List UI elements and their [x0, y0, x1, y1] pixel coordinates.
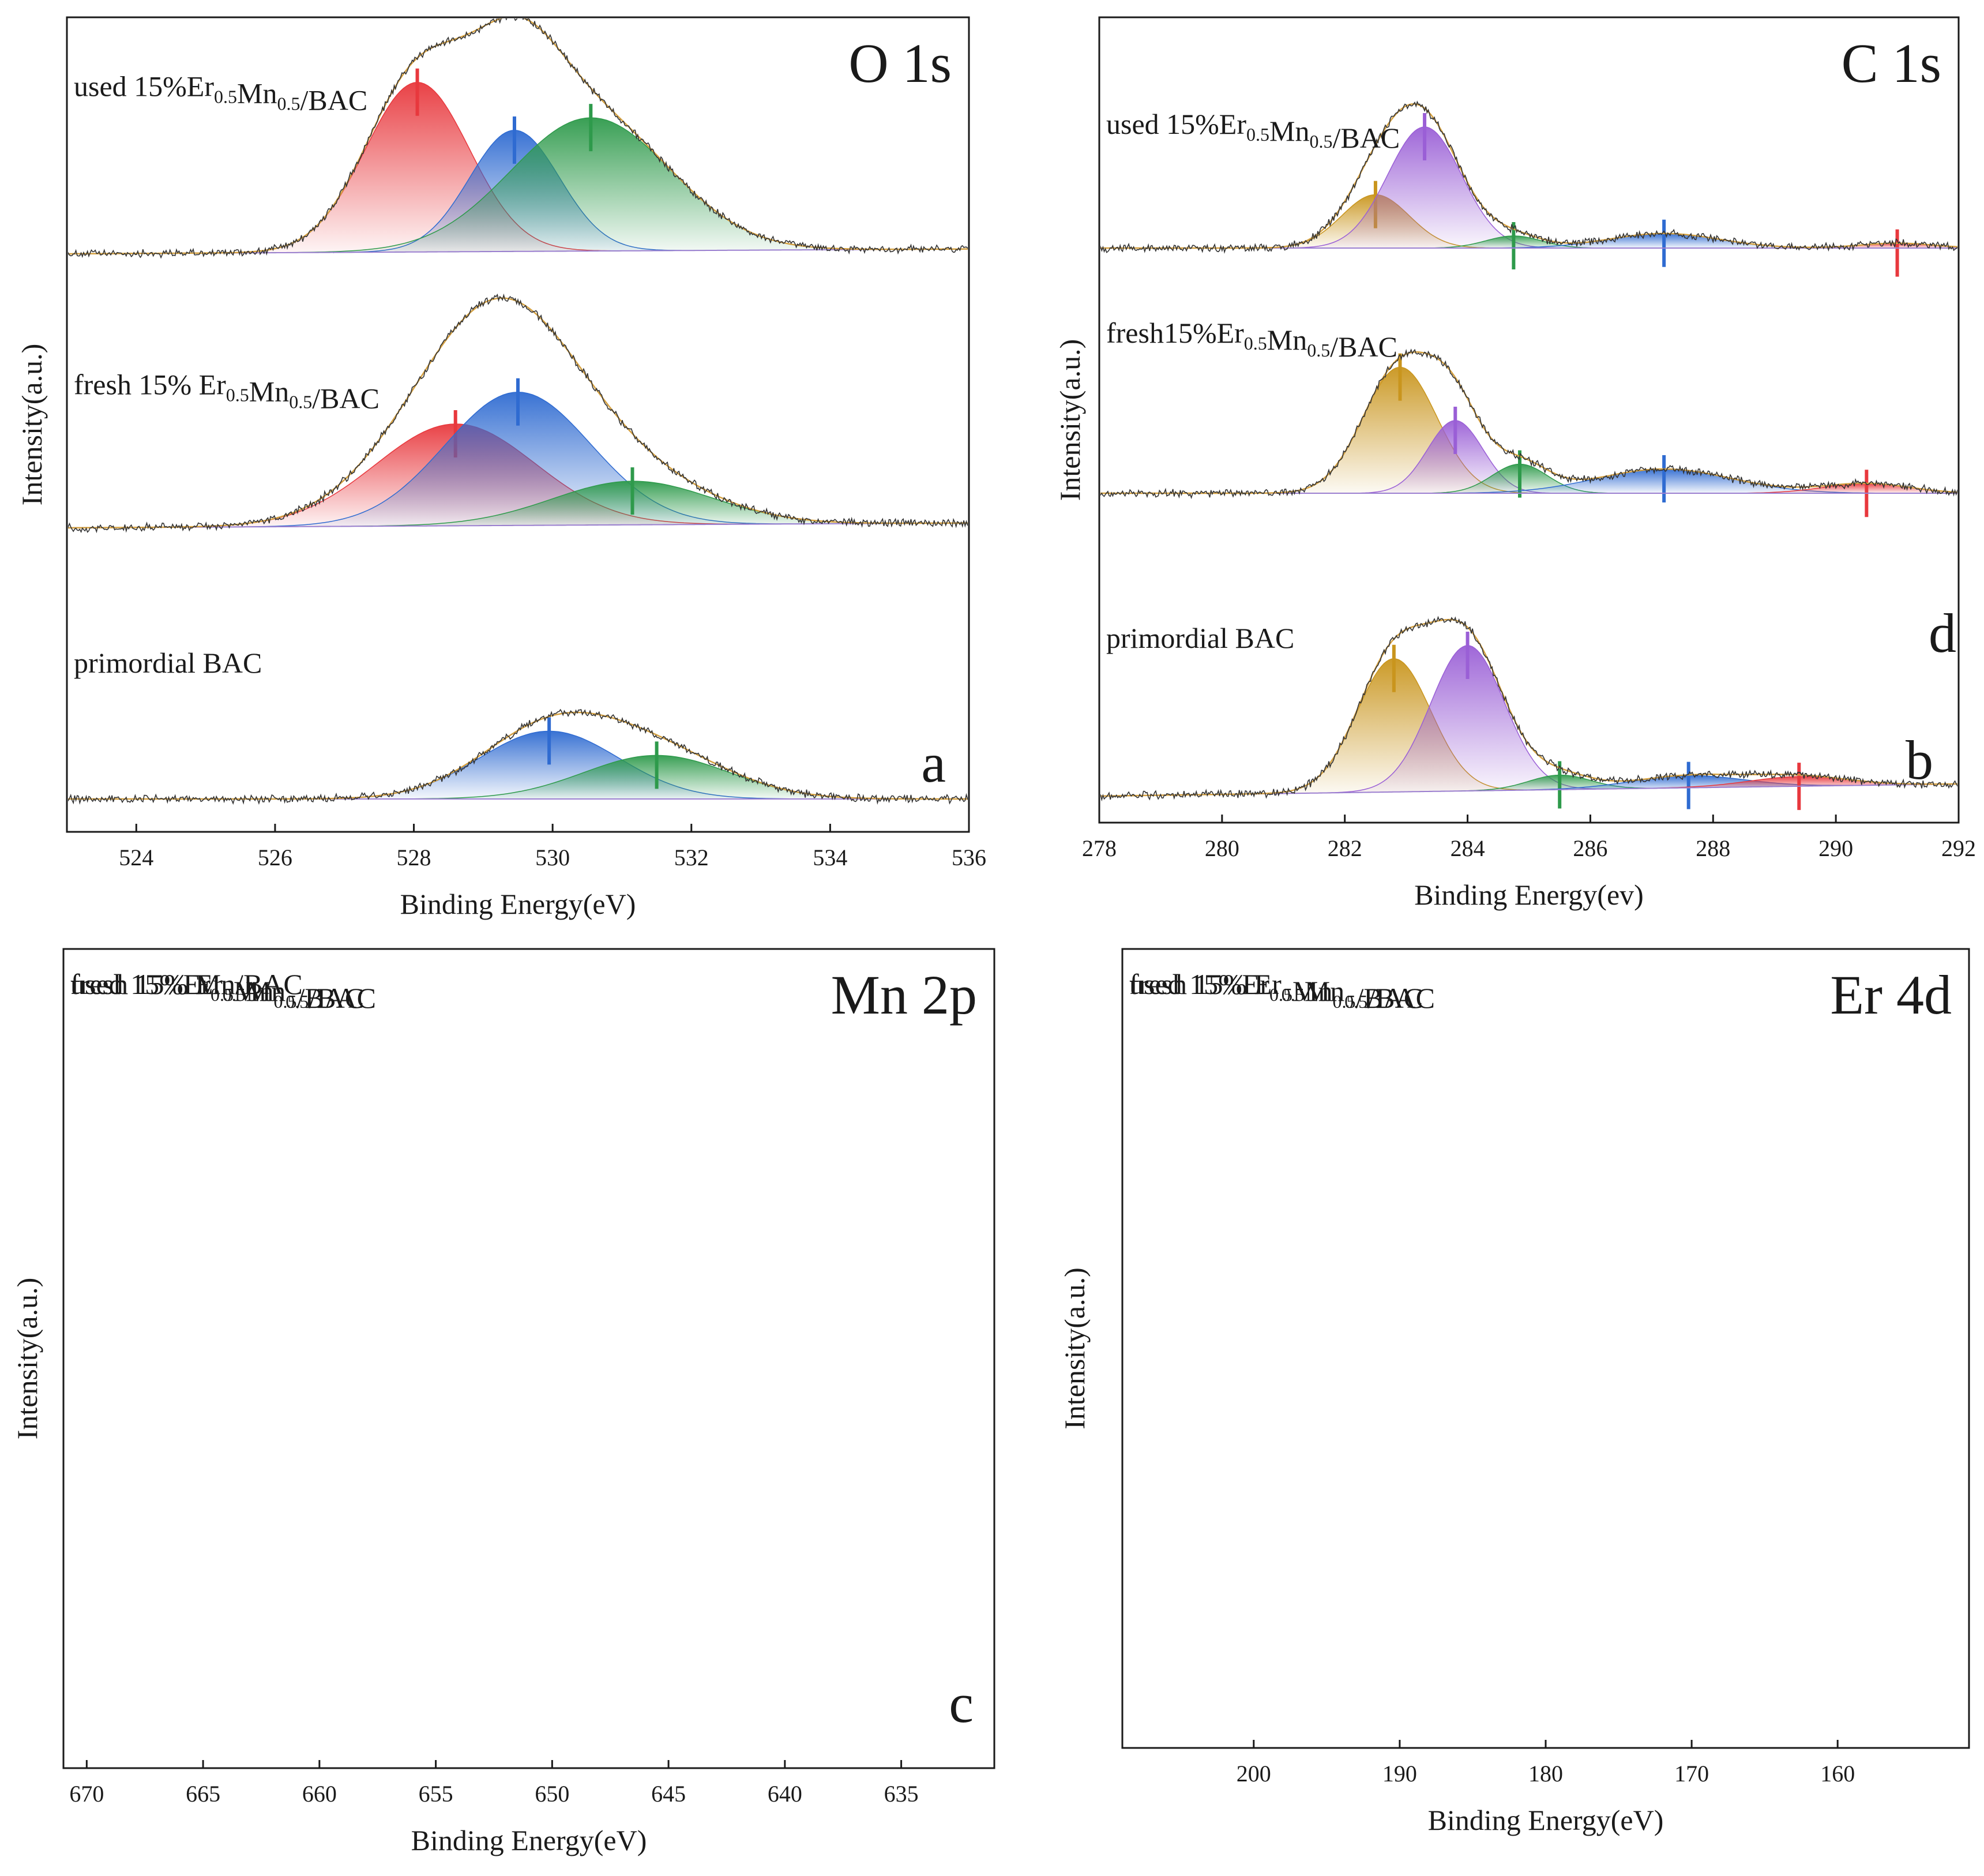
sample-label: used 15%Er0.5Mn0.5/BAC: [1106, 108, 1400, 154]
panel-title: O 1s: [848, 32, 952, 94]
x-tick-label: 278: [1082, 835, 1117, 861]
sample-label: primordial BAC: [74, 647, 262, 679]
panel-b: 278 280 282 284 286 288 290 292 Binding Energy(e…: [1054, 16, 1976, 911]
plot-area: [68, 18, 968, 805]
sample-label: used 15%Er0.5Mn0.5/BAC: [70, 968, 364, 1014]
x-tick-label: 526: [258, 845, 292, 871]
x-tick-label: 660: [302, 1781, 337, 1807]
raw-spectrum: [68, 293, 968, 534]
plot-area: [1100, 100, 1957, 811]
panel-d-frame: [1121, 948, 1970, 1749]
x-tick-label: 160: [1820, 1761, 1855, 1787]
panel-c-frame: [62, 948, 995, 1769]
panel-a: 524 526 528 530 532 534 536 Binding Energy(eV) I…: [16, 16, 986, 920]
raw-spectrum: [1100, 616, 1957, 802]
series-2: [1100, 348, 1957, 517]
panel-a-frame: [66, 16, 970, 833]
y-axis-label: Intensity(a.u.): [11, 1278, 43, 1439]
x-tick-label: 528: [397, 845, 431, 871]
panel-b-frame: [1098, 16, 1960, 824]
sample-label: fresh 15% Mn/BAC: [70, 968, 303, 1000]
y-axis-label: Intensity(a.u.): [1058, 1267, 1091, 1429]
panel-letter: a: [921, 732, 946, 794]
panel-title: Mn 2p: [831, 964, 977, 1026]
x-axis-label: Binding Energy(ev): [1414, 879, 1644, 911]
series-2: [1122, 543, 1969, 682]
x-tick-label: 534: [813, 845, 847, 871]
x-tick-label: 530: [535, 845, 570, 871]
y-axis-label: Intensity(a.u.): [1054, 339, 1086, 501]
x-tick-label: 288: [1696, 835, 1730, 861]
x-axis-label: Binding Energy(eV): [411, 1824, 647, 1856]
peak-fill: [682, 410, 887, 511]
peak-fill: [1562, 190, 1749, 238]
x-tick-label: 290: [1818, 835, 1853, 861]
peak-fill: [731, 173, 862, 238]
x-axis-label: Binding Energy(eV): [1428, 1804, 1664, 1836]
x-axis-label: Binding Energy(eV): [400, 888, 636, 920]
panel-letter: b: [1906, 729, 1933, 791]
x-tick-label: 284: [1451, 835, 1485, 861]
raw-spectrum: [68, 708, 968, 805]
x-tick-label: 670: [69, 1781, 104, 1807]
peak-fill: [1519, 607, 1741, 667]
peak-fill: [1642, 0, 1806, 239]
x-tick-label: 180: [1528, 1761, 1563, 1787]
raw-spectrum: [1100, 100, 1957, 254]
x-tick-label: 635: [884, 1781, 919, 1807]
panel-letter: c: [949, 1672, 974, 1734]
x-tick-label: 524: [119, 845, 153, 871]
sample-label: primordial BAC: [1106, 622, 1294, 654]
series-2: [68, 293, 968, 534]
raw-spectrum: [1100, 348, 1957, 500]
x-tick-label: 650: [535, 1781, 569, 1807]
x-tick-label: 190: [1382, 1761, 1417, 1787]
sample-label: fresh 15% Er0.5Mn0.5/BAC: [70, 968, 376, 1014]
series-1: [1100, 100, 1957, 277]
x-tick-label: 292: [1941, 835, 1976, 861]
peak-fill: [1648, 570, 1811, 670]
panel-letter: d: [1929, 602, 1956, 664]
x-tick-label: 286: [1573, 835, 1607, 861]
x-tick-label: 655: [419, 1781, 453, 1807]
x-tick-label: 640: [768, 1781, 802, 1807]
panel-d: 200 190 180 170 160 Binding Energy(eV) Intensi…: [1058, 0, 1970, 1836]
x-tick-label: 532: [674, 845, 709, 871]
sample-label: fresh 15% Er0.5Mn0.5/BAC: [1129, 968, 1435, 1014]
sample-label: used 15%Er0.5Mn0.5/BAC: [74, 70, 367, 116]
x-tick-label: 170: [1674, 1761, 1709, 1787]
series-1: [68, 18, 968, 259]
panel-title: C 1s: [1842, 32, 1941, 94]
x-tick-label: 282: [1328, 835, 1362, 861]
x-tick-label: 536: [952, 845, 986, 871]
x-tick-label: 645: [651, 1781, 686, 1807]
panel-title: Er 4d: [1830, 964, 1952, 1026]
fitted-envelope: [1122, 554, 1969, 672]
sample-label: used 15%Er0.5Mn0.5/BAC: [1129, 968, 1423, 1014]
sample-label: fresh15%Er0.5Mn0.5/BAC: [1106, 317, 1397, 363]
raw-spectrum: [68, 18, 968, 259]
series-3: [68, 708, 968, 805]
y-axis-label: Intensity(a.u.): [16, 344, 48, 505]
panel-c: 670 665 660 655 650 645 640 635 Binding Energy(e…: [11, 173, 995, 1856]
x-tick-label: 280: [1205, 835, 1239, 861]
x-tick-label: 200: [1237, 1761, 1271, 1787]
series-3: [1100, 616, 1957, 811]
background-line: [1122, 199, 1969, 245]
raw-spectrum: [1122, 543, 1969, 682]
sample-label: fresh 15% Er0.5Mn0.5/BAC: [74, 368, 379, 414]
x-tick-label: 665: [186, 1781, 220, 1807]
peak-fill: [1595, 606, 1782, 669]
